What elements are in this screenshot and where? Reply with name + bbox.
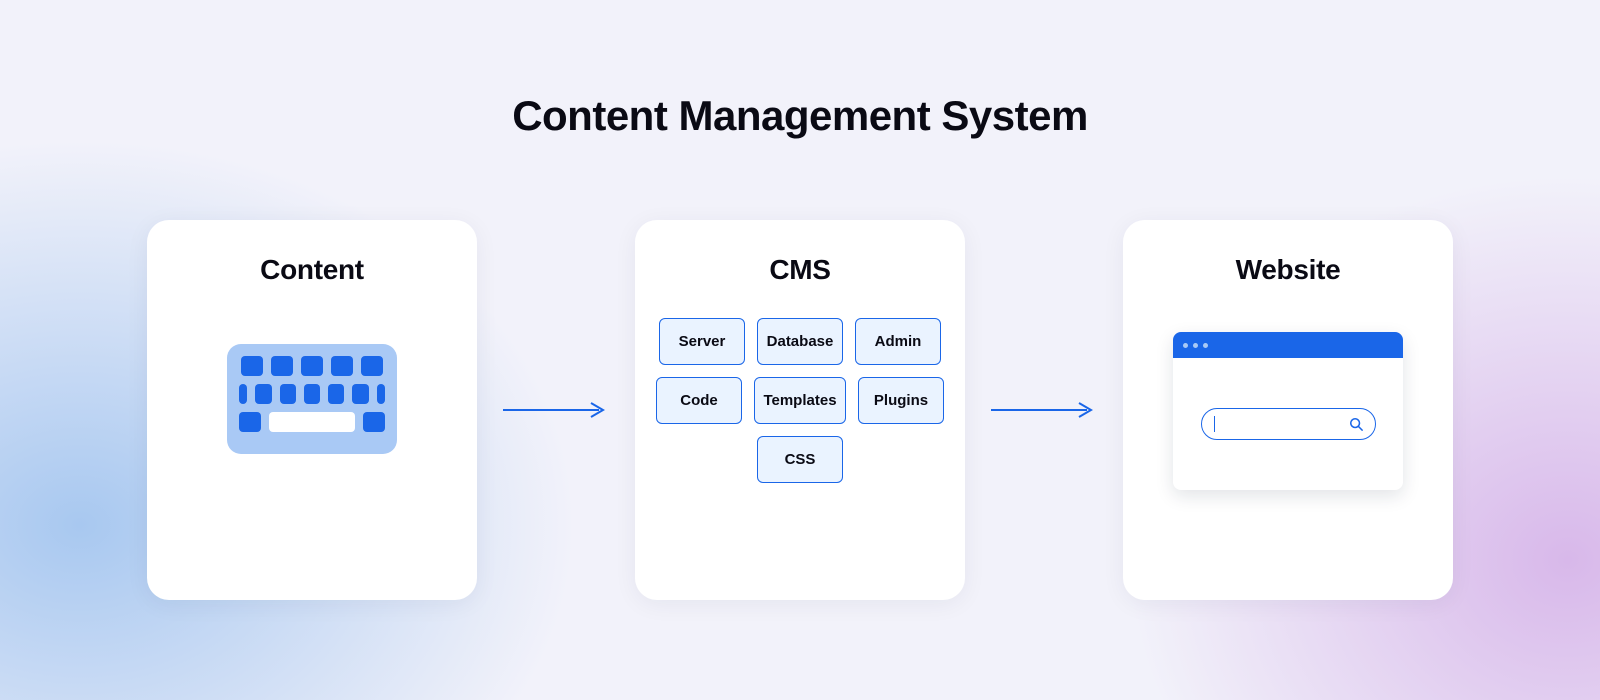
chip-code: Code	[656, 377, 742, 424]
card-website-title: Website	[1236, 254, 1341, 286]
card-content-title: Content	[260, 254, 364, 286]
arrow-cms-to-website	[989, 400, 1099, 420]
card-content: Content	[147, 220, 477, 600]
chip-admin: Admin	[855, 318, 941, 365]
cms-chips: Server Database Admin Code Templates Plu…	[655, 318, 945, 483]
chip-plugins: Plugins	[858, 377, 944, 424]
text-cursor-icon	[1214, 416, 1216, 432]
keyboard-icon	[227, 344, 397, 454]
chip-css: CSS	[757, 436, 843, 483]
flow-row: Content CMS Server Database Admin	[0, 220, 1600, 600]
magnifier-icon	[1349, 417, 1363, 431]
card-website: Website	[1123, 220, 1453, 600]
chip-templates: Templates	[754, 377, 846, 424]
diagram-title: Content Management System	[0, 92, 1600, 140]
browser-titlebar	[1173, 332, 1403, 358]
card-cms: CMS Server Database Admin Code Templates…	[635, 220, 965, 600]
card-cms-title: CMS	[769, 254, 830, 286]
arrow-content-to-cms	[501, 400, 611, 420]
chip-database: Database	[757, 318, 843, 365]
chip-server: Server	[659, 318, 745, 365]
browser-search-pill	[1201, 408, 1376, 440]
browser-icon	[1173, 332, 1403, 490]
